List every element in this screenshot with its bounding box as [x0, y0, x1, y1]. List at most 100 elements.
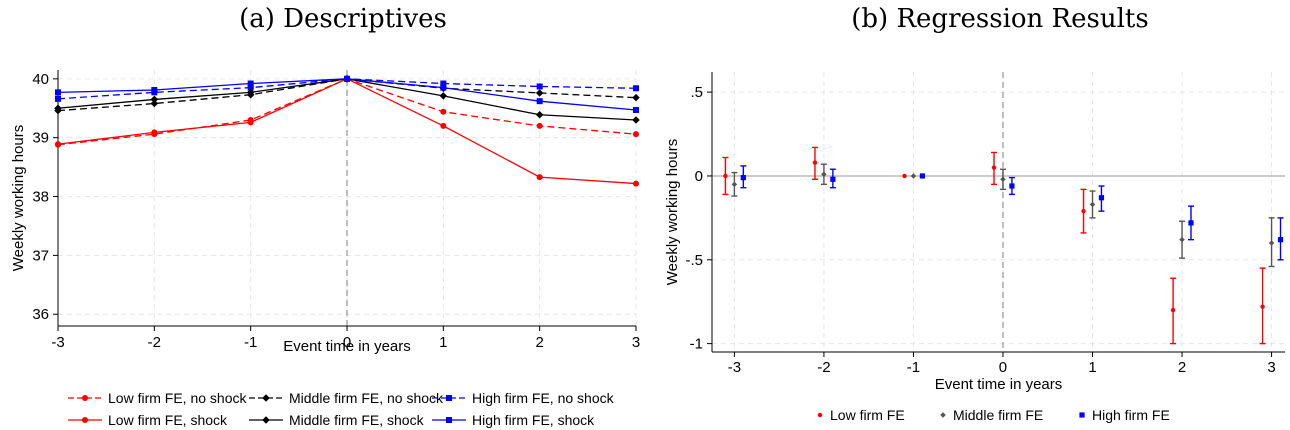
series-high-firm-fe	[740, 165, 1284, 261]
data-point	[910, 173, 917, 179]
data-point	[632, 93, 640, 102]
data-point	[1260, 304, 1265, 309]
x-tick-label: -2	[148, 334, 161, 351]
data-point	[731, 181, 738, 188]
data-point	[440, 122, 447, 129]
data-point	[535, 110, 544, 119]
panel-descriptives: (a) Descriptives 36 37 38 39 40 -3 -2 -1 0 1 2 3 Even…	[10, 4, 640, 428]
data-point	[632, 116, 640, 124]
data-point	[821, 171, 827, 178]
data-point	[55, 141, 61, 148]
legend-item: Middle firm FE, shock	[249, 412, 425, 428]
legend-item: Middle firm FE	[940, 407, 1043, 423]
legend-label: Low firm FE, shock	[108, 412, 228, 428]
data-point	[1089, 201, 1096, 208]
x-axis-label: Event time in years	[935, 376, 1063, 393]
x-tick-label: -3	[51, 334, 64, 351]
data-point	[740, 175, 746, 181]
y-tick-label: 0	[695, 168, 703, 185]
legend-label: Middle firm FE	[953, 407, 1043, 423]
x-tick-label: 3	[632, 334, 640, 351]
x-tick-label: 0	[999, 359, 1007, 376]
legend-marker	[1079, 412, 1085, 418]
y-axis-label: Weekly working hours	[10, 125, 27, 271]
y-tick-label: 37	[32, 247, 49, 264]
data-point	[536, 83, 543, 90]
data-point	[1000, 176, 1006, 183]
data-point	[812, 160, 818, 165]
legend-item: Low firm FE, shock	[68, 412, 228, 428]
y-tick-label: 40	[32, 71, 49, 88]
data-point	[151, 129, 158, 136]
panel-title: (b) Regression Results	[851, 4, 1148, 34]
x-tick-label: -1	[244, 334, 257, 351]
data-point	[902, 173, 907, 179]
data-point	[723, 173, 728, 179]
x-tick-label: 1	[1088, 359, 1096, 376]
data-point	[536, 98, 543, 105]
legend-marker	[82, 395, 88, 401]
data-point	[1081, 208, 1086, 214]
y-tick-label: 36	[32, 306, 49, 323]
legend-marker	[446, 417, 452, 423]
legend-label: High firm FE, shock	[472, 412, 595, 428]
data-point	[633, 107, 639, 114]
legend-item: Middle firm FE, no shock	[249, 390, 444, 406]
panel-regression-results: (b) Regression Results .5 0 -.5 -1 -3 -2 -1 0 1 2 3…	[664, 4, 1285, 423]
x-axis-label: Event time in years	[283, 338, 411, 355]
data-point	[54, 104, 62, 113]
data-point	[344, 75, 350, 82]
series-low-firm-fe	[722, 146, 1266, 345]
legend-label: High firm FE	[1092, 407, 1170, 423]
x-tick-label: 2	[1178, 359, 1186, 376]
data-point	[1009, 183, 1015, 189]
data-point	[830, 176, 836, 182]
series-high-firm-fe-shock	[55, 75, 639, 114]
x-tick-label: 1	[439, 334, 447, 351]
y-tick-label: -1	[690, 336, 703, 353]
data-point	[991, 165, 997, 170]
data-point	[633, 131, 639, 138]
data-point	[439, 92, 448, 100]
data-point	[150, 95, 159, 104]
data-point	[633, 85, 639, 92]
y-tick-label: 39	[32, 130, 49, 147]
data-point	[1188, 220, 1194, 226]
series-middle-firm-fe	[731, 163, 1275, 268]
data-point	[1179, 236, 1185, 243]
y-tick-label: 38	[32, 189, 49, 206]
legend-label: Low firm FE	[830, 407, 905, 423]
legend-marker	[940, 412, 946, 418]
legend-marker	[82, 417, 88, 423]
data-point	[1170, 307, 1176, 313]
data-point	[919, 173, 925, 179]
legend-item: High firm FE, no shock	[432, 390, 615, 406]
data-point	[536, 122, 543, 129]
data-point	[1098, 195, 1105, 201]
legend-label: Middle firm FE, shock	[289, 412, 425, 428]
panel-title: (a) Descriptives	[239, 4, 447, 34]
legend-item: High firm FE, shock	[432, 412, 595, 428]
legend-item: High firm FE	[1079, 407, 1170, 423]
legend-label: Middle firm FE, no shock	[289, 390, 444, 406]
data-point	[150, 99, 159, 108]
x-tick-label: 3	[1267, 359, 1275, 376]
data-point	[1277, 237, 1284, 243]
data-point	[247, 84, 254, 91]
legend-marker	[817, 412, 823, 418]
data-point	[246, 88, 255, 97]
legend-item: Low firm FE, no shock	[68, 390, 247, 406]
y-tick-label: .5	[690, 84, 703, 101]
data-point	[633, 180, 639, 187]
data-point	[440, 108, 447, 115]
x-tick-label: -2	[817, 359, 830, 376]
data-point	[247, 80, 254, 87]
y-tick-label: -.5	[685, 252, 703, 269]
x-tick-label: 2	[535, 334, 543, 351]
data-point	[55, 89, 61, 96]
x-tick-label: -1	[907, 359, 920, 376]
data-point	[536, 174, 543, 181]
data-point	[440, 84, 447, 91]
data-point	[440, 80, 447, 87]
